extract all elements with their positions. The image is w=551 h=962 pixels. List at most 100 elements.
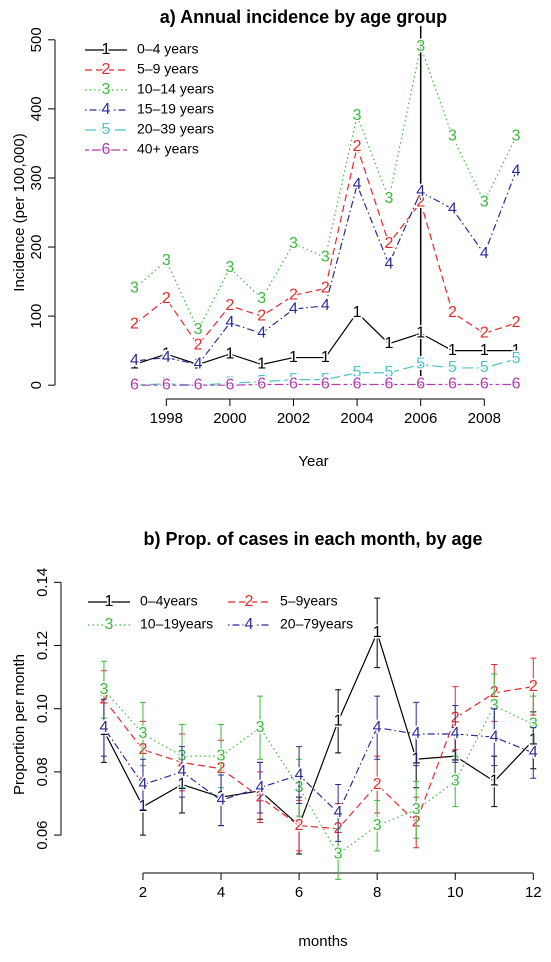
error-bar [374, 695, 381, 760]
y-tick-label: 200 [28, 235, 45, 260]
y-tick-label: 500 [28, 27, 45, 52]
point-marker: 1 [257, 356, 266, 373]
point-marker: 3 [412, 801, 421, 818]
point-marker: 4 [99, 719, 108, 736]
error-bar [139, 758, 146, 811]
point-marker: 3 [162, 252, 171, 269]
point-marker: 3 [217, 747, 226, 764]
point-marker: 1 [162, 345, 171, 362]
point-marker: 6 [480, 376, 489, 393]
legend-label: 40+ years [137, 141, 199, 157]
error-bar [335, 689, 342, 754]
point-marker: 6 [384, 376, 393, 393]
error-bar [335, 784, 342, 842]
point-marker: 6 [353, 376, 362, 393]
point-marker: 1 [490, 773, 499, 790]
legend-marker: 4 [245, 616, 254, 633]
point-marker: 4 [490, 728, 499, 745]
series-line [134, 170, 517, 366]
y-tick-label: 0 [28, 381, 45, 389]
series-line [103, 726, 534, 814]
point-marker: 5 [194, 376, 203, 393]
error-bar [413, 780, 420, 839]
point-marker: 2 [289, 287, 298, 304]
error-bar [491, 708, 498, 767]
point-marker: 4 [512, 162, 521, 179]
y-axis-label: Incidence (per 100,000) [11, 133, 28, 291]
legend-marker: 5 [102, 121, 111, 138]
point-marker: 5 [512, 350, 521, 367]
point-marker: 3 [416, 38, 425, 55]
point-marker: 4 [321, 297, 330, 314]
legend-label: 5–9 years [137, 61, 198, 77]
point-marker: 2 [353, 138, 362, 155]
legend-label: 0–4 years [137, 41, 198, 57]
error-bar [218, 774, 225, 827]
series-line [134, 144, 517, 347]
y-tick-label: 300 [28, 165, 45, 190]
point-marker: 5 [448, 359, 457, 376]
legend-label: 20–39 years [137, 121, 214, 137]
point-marker: 4 [130, 352, 139, 369]
legend-label: 10–14 years [137, 81, 214, 97]
point-marker: 4 [529, 744, 538, 761]
point-marker: 3 [384, 190, 393, 207]
point-marker: 1 [384, 335, 393, 352]
point-marker: 5 [416, 356, 425, 373]
x-tick-label: 2006 [404, 410, 437, 427]
point-marker: 4 [353, 176, 362, 193]
legend-marker: 3 [105, 616, 114, 633]
point-marker: 6 [194, 376, 203, 393]
point-marker: 3 [139, 725, 148, 742]
legend-marker: 1 [102, 41, 111, 58]
point-marker: 6 [257, 376, 266, 393]
legend-label: 15–19 years [137, 101, 214, 117]
point-marker: 3 [490, 697, 499, 714]
point-marker: 2 [512, 314, 521, 331]
point-marker: 2 [529, 678, 538, 695]
point-marker: 2 [225, 297, 234, 314]
point-marker: 2 [480, 325, 489, 342]
point-marker: 6 [321, 376, 330, 393]
point-marker: 1 [448, 342, 457, 359]
point-marker: 3 [321, 249, 330, 266]
point-marker: 1 [512, 342, 521, 359]
point-marker: 4 [139, 776, 148, 793]
point-marker: 4 [451, 725, 460, 742]
error-bar [530, 727, 537, 779]
point-marker: 4 [480, 245, 489, 262]
point-marker: 3 [256, 719, 265, 736]
point-marker: 4 [217, 792, 226, 809]
error-bar [374, 799, 381, 852]
point-marker: 2 [295, 817, 304, 834]
legend-marker: 1 [105, 593, 114, 610]
point-marker: 1 [289, 349, 298, 366]
point-marker: 6 [512, 376, 521, 393]
point-marker: 4 [295, 766, 304, 783]
x-tick-label: 1998 [150, 410, 183, 427]
point-marker: 1 [373, 624, 382, 641]
y-tick-label: 100 [28, 304, 45, 329]
series-line [134, 358, 517, 386]
series-line [134, 44, 517, 332]
x-tick-label: 2004 [340, 410, 373, 427]
legend-marker: 3 [102, 81, 111, 98]
point-marker: 4 [373, 719, 382, 736]
point-marker: 4 [257, 325, 266, 342]
point-marker: 6 [448, 376, 457, 393]
point-marker: 2 [373, 776, 382, 793]
point-marker: 1 [416, 325, 425, 342]
point-marker: 3 [373, 817, 382, 834]
point-marker: 3 [334, 845, 343, 862]
point-marker: 4 [384, 256, 393, 273]
chart-title: b) Prop. of cases in each month, by age [143, 529, 482, 549]
point-marker: 1 [334, 713, 343, 730]
x-axis-label: Year [298, 453, 328, 470]
point-marker: 3 [257, 290, 266, 307]
error-bar [296, 746, 303, 804]
error-bar [413, 701, 420, 767]
legend-marker: 6 [102, 141, 111, 158]
legend-label: 0–4years [140, 593, 198, 609]
point-marker: 2 [194, 336, 203, 353]
